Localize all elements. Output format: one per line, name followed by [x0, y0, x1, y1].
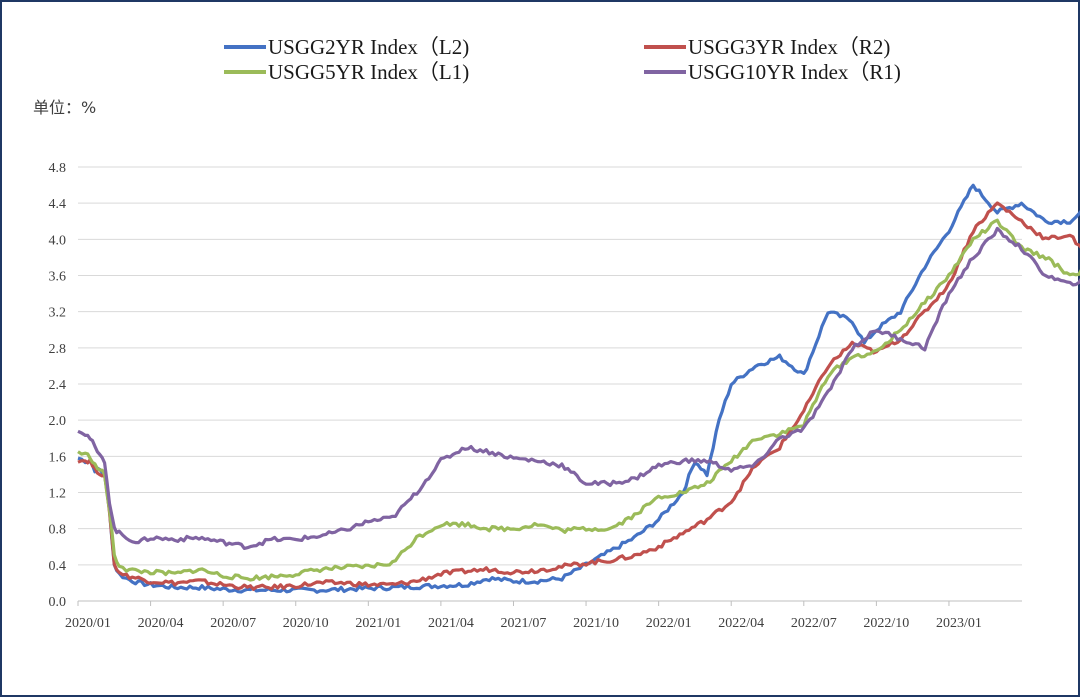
x-tick-label: 2020/10	[283, 616, 329, 631]
x-tick-label: 2022/10	[863, 616, 909, 631]
x-tick-label: 2021/07	[501, 616, 547, 631]
y-tick-label: 2.4	[49, 378, 67, 393]
y-tick-label: 4.8	[49, 161, 67, 176]
y-tick-label: 0.4	[49, 559, 67, 574]
y-tick-label: 1.6	[49, 450, 67, 465]
legend: USGG2YR Index（L2) USGG3YR Index（R2) USGG5Y…	[224, 35, 901, 84]
y-tick-label: 0.0	[49, 595, 67, 610]
x-tick-label: 2020/07	[210, 616, 256, 631]
series-line-2	[77, 218, 1080, 582]
x-tick-label: 2020/01	[65, 616, 111, 631]
series-lines	[77, 183, 1080, 594]
y-tick-label: 1.2	[49, 487, 67, 502]
y-tick-label: 4.4	[49, 197, 67, 212]
y-tick-label: 2.0	[49, 414, 67, 429]
x-tick-label: 2022/04	[718, 616, 764, 631]
series-line-3	[77, 226, 1080, 551]
legend-label: USGG3YR Index（R2)	[688, 35, 890, 59]
y-tick-label: 0.8	[49, 523, 67, 538]
legend-label: USGG2YR Index（L2)	[268, 35, 469, 59]
series-line-0	[77, 183, 1080, 594]
y-axis: 0.0 0.4 0.8 1.2 1.6 2.0 2.4 2.8 3.2 3.6 4.0 4.4 4.8	[49, 161, 67, 610]
y-tick-label: 3.6	[49, 270, 67, 285]
x-tick-label: 2021/01	[355, 616, 401, 631]
legend-label: USGG10YR Index（R1)	[688, 60, 901, 84]
unit-label: 单位：%	[33, 98, 96, 117]
x-tick-label: 2023/01	[936, 616, 982, 631]
x-tick-label: 2020/04	[138, 616, 184, 631]
y-tick-label: 4.0	[49, 233, 67, 248]
gridlines	[78, 166, 1022, 566]
legend-label: USGG5YR Index（L1)	[268, 60, 469, 84]
y-tick-label: 2.8	[49, 342, 67, 357]
x-tick-label: 2021/04	[428, 616, 474, 631]
x-tick-label: 2022/07	[791, 616, 837, 631]
x-tick-label: 2021/10	[573, 616, 619, 631]
series-line-1	[77, 201, 1080, 592]
x-axis: 2020/01 2020/04 2020/07 2020/10 2021/01 2021/…	[65, 600, 1022, 631]
y-tick-label: 3.2	[49, 306, 67, 321]
x-tick-label: 2022/01	[646, 616, 692, 631]
